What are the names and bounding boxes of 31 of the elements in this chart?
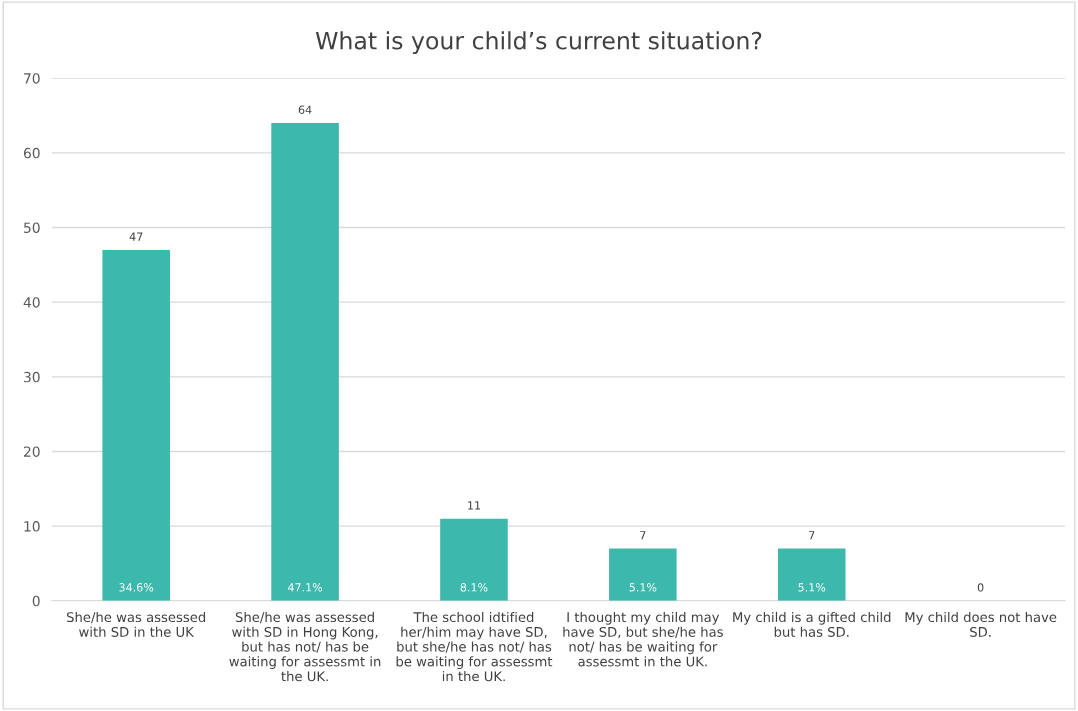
annotation: 5.1% (798, 583, 826, 592)
data-label: 47 (129, 232, 143, 241)
data-label: 64 (298, 105, 312, 114)
data-label: 7 (809, 531, 815, 540)
data-label: 11 (468, 501, 480, 510)
bar (271, 123, 339, 601)
annotation: 47.1% (287, 583, 323, 592)
bar (777, 548, 846, 601)
annotation: 34.6% (119, 583, 154, 592)
y-tick-label: 70 (24, 73, 40, 84)
x-tick-label: She/he was assessed with SD in Hong Kong, but has not/ has be waiting for assessmt in the UK. (229, 611, 381, 682)
bar (102, 249, 170, 601)
y-tick-label: 40 (23, 297, 40, 308)
y-tick-label: 50 (24, 222, 40, 233)
y-tick-label: 0 (32, 595, 40, 607)
annotation: 8.1% (460, 583, 488, 592)
x-tick-label: My child does not have SD. (905, 611, 1057, 637)
y-tick-label: 30 (24, 371, 40, 383)
y-tick-label: 10 (24, 521, 40, 532)
bar (440, 518, 508, 601)
y-tick-label: 60 (23, 147, 40, 159)
x-tick-label: I thought my child may have SD, but she/he has not/ has be waiting for assessmt in the UK. (563, 611, 723, 667)
annotation: 5.1% (629, 583, 657, 592)
chart-title: What is your child’s current situation? (315, 31, 762, 55)
x-tick-label: My child is a gifted child but has SD. (733, 611, 891, 637)
bar (609, 548, 677, 601)
x-tick-label: The school idtified her/him may have SD, but she/he has not/ has be waiting for assessmt in the UK. (396, 611, 553, 682)
data-label: 7 (640, 531, 646, 540)
data-label: 0 (977, 583, 984, 592)
x-tick-label: She/he was assessed with SD in the UK (67, 611, 206, 637)
y-tick-label: 20 (23, 446, 40, 457)
